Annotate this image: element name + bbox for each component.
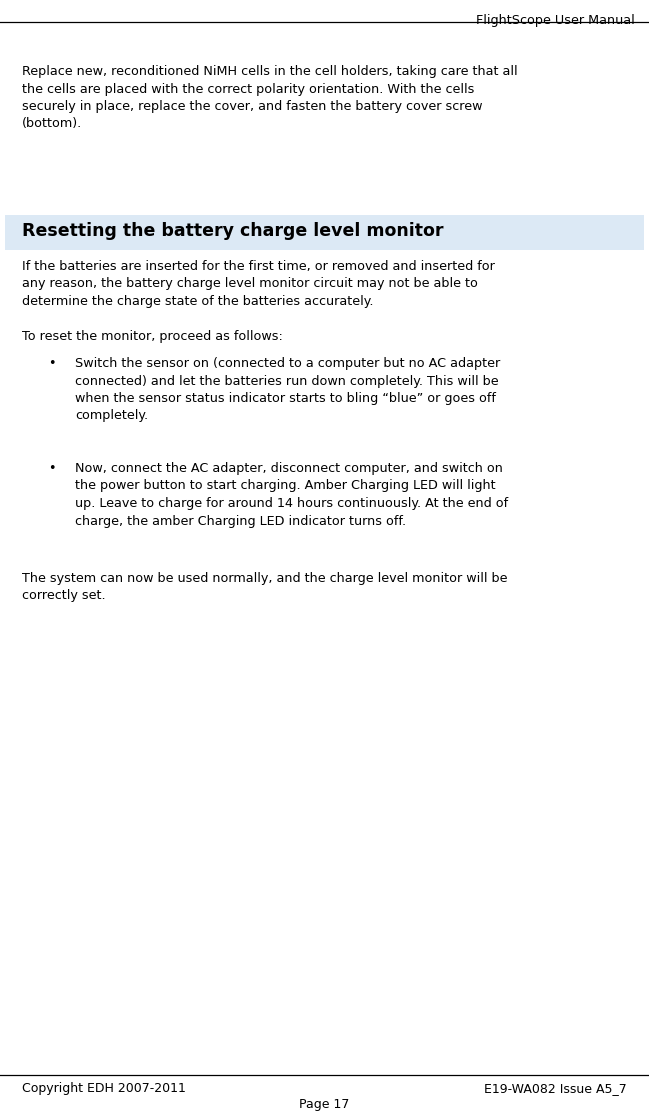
Text: The system can now be used normally, and the charge level monitor will be
correc: The system can now be used normally, and… — [22, 572, 508, 602]
Text: FlightScope User Manual: FlightScope User Manual — [476, 15, 635, 27]
Text: E19-WA082 Issue A5_7: E19-WA082 Issue A5_7 — [484, 1082, 627, 1096]
Text: If the batteries are inserted for the first time, or removed and inserted for
an: If the batteries are inserted for the fi… — [22, 260, 495, 308]
Text: Copyright EDH 2007-2011: Copyright EDH 2007-2011 — [22, 1082, 186, 1096]
Bar — [5, 215, 644, 250]
Text: To reset the monitor, proceed as follows:: To reset the monitor, proceed as follows… — [22, 330, 283, 344]
Text: Now, connect the AC adapter, disconnect computer, and switch on
the power button: Now, connect the AC adapter, disconnect … — [75, 462, 508, 527]
Text: Replace new, reconditioned NiMH cells in the cell holders, taking care that all
: Replace new, reconditioned NiMH cells in… — [22, 65, 518, 131]
Text: Switch the sensor on (connected to a computer but no AC adapter
connected) and l: Switch the sensor on (connected to a com… — [75, 357, 500, 423]
Text: Resetting the battery charge level monitor: Resetting the battery charge level monit… — [22, 222, 443, 239]
Text: •: • — [48, 462, 56, 474]
Text: Page 17: Page 17 — [299, 1098, 349, 1111]
Text: •: • — [48, 357, 56, 370]
